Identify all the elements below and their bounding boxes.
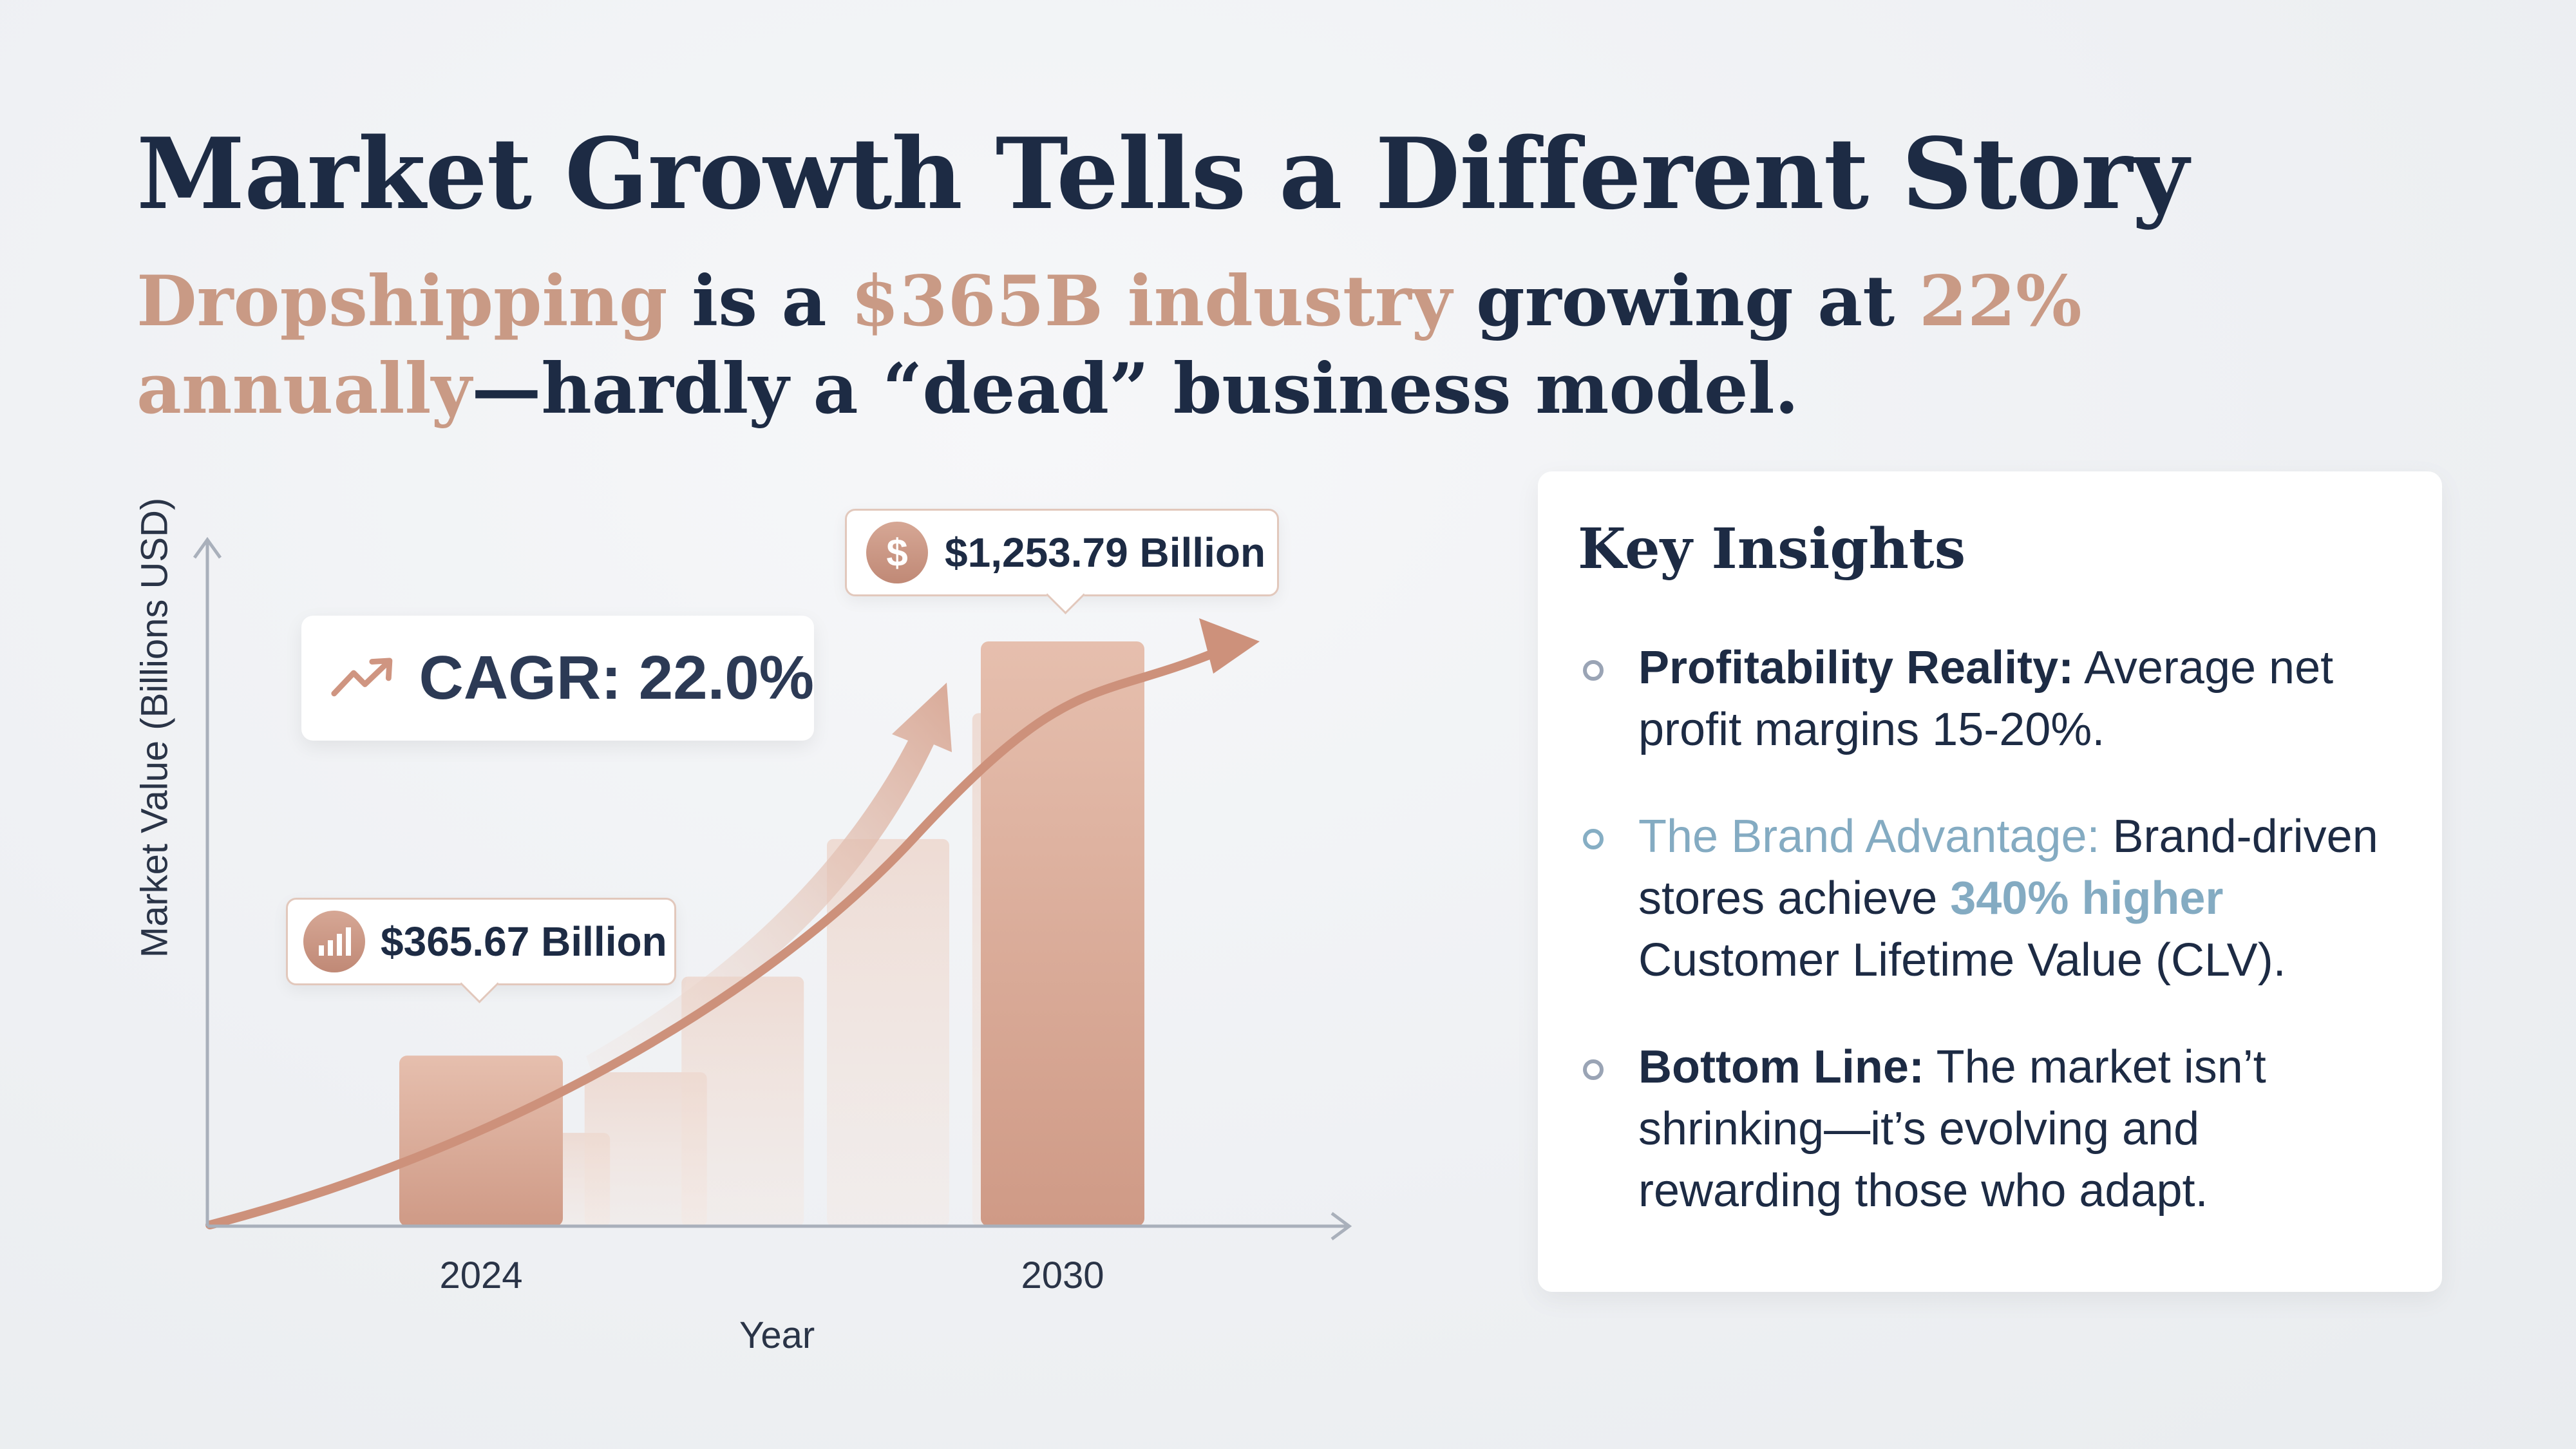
bar-2024 [399, 1056, 563, 1226]
bar-signal-icon [303, 911, 365, 972]
value-label-2024: $365.67 Billion [381, 918, 667, 965]
page-title: Market Growth Tells a Different Story [137, 116, 2189, 231]
insight-text: The market isn’t shrinking—it’s evolving… [1638, 1041, 2266, 1217]
bullet-icon [1583, 829, 1604, 849]
trend-arrowhead [1199, 618, 1260, 674]
subtitle-highlight-industry: $365B industry [851, 261, 1452, 342]
insight-text: Brand-driven stores achieve [1638, 811, 2378, 924]
x-axis-label: Year [739, 1314, 815, 1356]
insight-text: Average net profit margins 15-20%. [1638, 642, 2334, 755]
insight-text: Customer Lifetime Value (CLV). [1638, 934, 2286, 986]
value-callout-2024: $365.67 Billion [286, 898, 676, 1003]
insight-item: Profitability Reality: Average net profi… [1578, 637, 2403, 761]
subtitle-text: —hardly a “dead” business model. [471, 348, 1799, 430]
subtitle-text: growing at [1452, 261, 1919, 342]
insight-label: Profitability Reality: [1638, 642, 2074, 694]
cagr-label: CAGR: 22.0% [419, 643, 815, 712]
y-axis-label: Market Value (Billions USD) [133, 497, 176, 958]
decorative-bar [827, 838, 949, 1226]
key-insights-card: Key Insights Profitability Reality: Aver… [1538, 471, 2442, 1292]
insight-highlight: 340% higher [1950, 873, 2224, 924]
subtitle-text: is a [667, 261, 851, 342]
y-axis-arrow [193, 536, 222, 559]
decorative-bar [681, 976, 804, 1226]
page-subtitle: Dropshipping is a $365B industry growing… [137, 258, 2391, 433]
trend-curve [205, 647, 1222, 1229]
trending-up-icon [331, 658, 393, 697]
insight-label: Bottom Line: [1638, 1041, 1924, 1093]
insight-label: The Brand Advantage: [1638, 811, 2100, 862]
bullet-icon [1583, 660, 1604, 681]
bar-2030 [981, 641, 1144, 1226]
insight-item: The Brand Advantage: Brand-driven stores… [1578, 806, 2403, 991]
subtitle-highlight-growth: 22% annually [137, 261, 2082, 430]
value-callout-2030: $ $1,253.79 Billion [845, 509, 1279, 614]
key-insights-title: Key Insights [1578, 516, 1966, 582]
value-label-2030: $1,253.79 Billion [945, 529, 1266, 576]
insight-item: Bottom Line: The market isn’t shrinking—… [1578, 1036, 2403, 1222]
cagr-callout: CAGR: 22.0% [301, 616, 814, 741]
bullet-icon [1583, 1059, 1604, 1080]
dollar-icon: $ [866, 522, 928, 583]
decorative-bar [584, 1072, 707, 1226]
x-axis-arrow [1331, 1211, 1352, 1241]
subtitle-highlight-dropshipping: Dropshipping [137, 261, 668, 342]
x-tick-label: 2024 [439, 1255, 522, 1296]
x-tick-label: 2030 [1021, 1255, 1104, 1296]
trend-arrow-faint [586, 683, 952, 1074]
